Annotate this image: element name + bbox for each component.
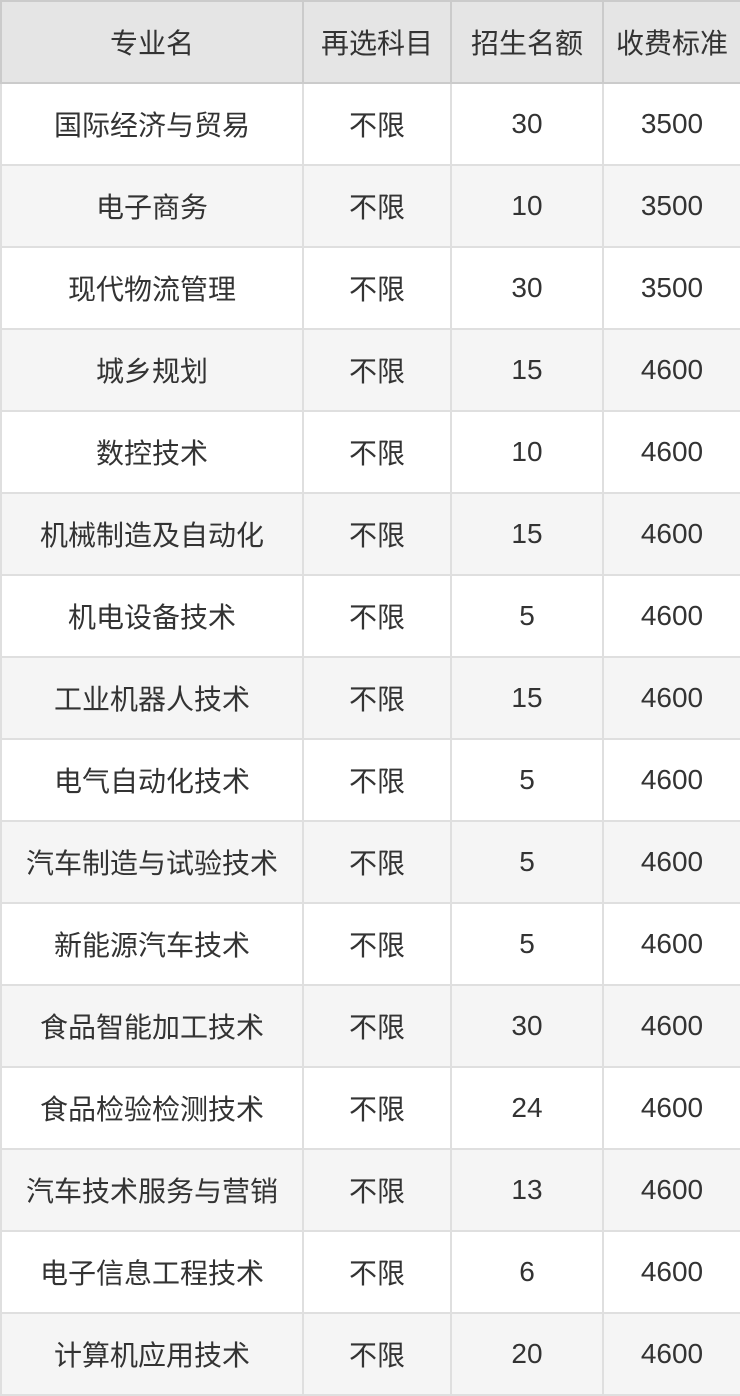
table-row: 食品检验检测技术 不限 24 4600 [0, 1066, 740, 1150]
column-header-subjects: 再选科目 [302, 0, 452, 84]
cell-quota: 6 [450, 1230, 604, 1314]
cell-fee: 4600 [602, 1312, 740, 1396]
cell-major: 机械制造及自动化 [0, 492, 304, 576]
cell-subjects: 不限 [302, 410, 452, 494]
cell-fee: 4600 [602, 738, 740, 822]
cell-fee: 3500 [602, 164, 740, 248]
table-row: 电气自动化技术 不限 5 4600 [0, 738, 740, 822]
cell-fee: 4600 [602, 328, 740, 412]
cell-subjects: 不限 [302, 984, 452, 1068]
cell-major: 电子商务 [0, 164, 304, 248]
cell-major: 国际经济与贸易 [0, 82, 304, 166]
column-header-quota: 招生名额 [450, 0, 604, 84]
cell-quota: 30 [450, 82, 604, 166]
table-row: 汽车技术服务与营销 不限 13 4600 [0, 1148, 740, 1232]
column-header-fee: 收费标准 [602, 0, 740, 84]
column-header-major: 专业名 [0, 0, 304, 84]
cell-subjects: 不限 [302, 574, 452, 658]
table-row: 城乡规划 不限 15 4600 [0, 328, 740, 412]
cell-fee: 4600 [602, 1148, 740, 1232]
table-row: 食品智能加工技术 不限 30 4600 [0, 984, 740, 1068]
cell-fee: 3500 [602, 246, 740, 330]
cell-subjects: 不限 [302, 1148, 452, 1232]
cell-quota: 13 [450, 1148, 604, 1232]
cell-fee: 4600 [602, 902, 740, 986]
cell-quota: 5 [450, 574, 604, 658]
cell-major: 计算机应用技术 [0, 1312, 304, 1396]
cell-fee: 4600 [602, 820, 740, 904]
cell-quota: 24 [450, 1066, 604, 1150]
table-row: 机械制造及自动化 不限 15 4600 [0, 492, 740, 576]
cell-quota: 15 [450, 492, 604, 576]
cell-subjects: 不限 [302, 820, 452, 904]
table-row: 电子商务 不限 10 3500 [0, 164, 740, 248]
table-row: 汽车制造与试验技术 不限 5 4600 [0, 820, 740, 904]
cell-fee: 4600 [602, 410, 740, 494]
table-row: 国际经济与贸易 不限 30 3500 [0, 82, 740, 166]
cell-major: 机电设备技术 [0, 574, 304, 658]
cell-subjects: 不限 [302, 1312, 452, 1396]
cell-major: 电子信息工程技术 [0, 1230, 304, 1314]
cell-fee: 4600 [602, 492, 740, 576]
table-row: 机电设备技术 不限 5 4600 [0, 574, 740, 658]
cell-subjects: 不限 [302, 82, 452, 166]
cell-quota: 30 [450, 984, 604, 1068]
table-row: 现代物流管理 不限 30 3500 [0, 246, 740, 330]
table-row: 工业机器人技术 不限 15 4600 [0, 656, 740, 740]
cell-major: 食品检验检测技术 [0, 1066, 304, 1150]
cell-subjects: 不限 [302, 1066, 452, 1150]
cell-subjects: 不限 [302, 902, 452, 986]
cell-fee: 4600 [602, 1230, 740, 1314]
cell-major: 汽车制造与试验技术 [0, 820, 304, 904]
cell-subjects: 不限 [302, 246, 452, 330]
cell-quota: 15 [450, 328, 604, 412]
cell-fee: 3500 [602, 82, 740, 166]
header-row: 专业名 再选科目 招生名额 收费标准 [0, 0, 740, 84]
table-row: 电子信息工程技术 不限 6 4600 [0, 1230, 740, 1314]
cell-major: 汽车技术服务与营销 [0, 1148, 304, 1232]
cell-subjects: 不限 [302, 328, 452, 412]
cell-quota: 20 [450, 1312, 604, 1396]
cell-major: 数控技术 [0, 410, 304, 494]
cell-subjects: 不限 [302, 1230, 452, 1314]
cell-quota: 10 [450, 410, 604, 494]
cell-subjects: 不限 [302, 656, 452, 740]
cell-major: 现代物流管理 [0, 246, 304, 330]
cell-major: 新能源汽车技术 [0, 902, 304, 986]
cell-quota: 10 [450, 164, 604, 248]
table-row: 计算机应用技术 不限 20 4600 [0, 1312, 740, 1396]
cell-fee: 4600 [602, 1066, 740, 1150]
cell-subjects: 不限 [302, 492, 452, 576]
cell-fee: 4600 [602, 574, 740, 658]
cell-quota: 5 [450, 820, 604, 904]
cell-major: 食品智能加工技术 [0, 984, 304, 1068]
table-row: 新能源汽车技术 不限 5 4600 [0, 902, 740, 986]
cell-quota: 5 [450, 738, 604, 822]
table-row: 数控技术 不限 10 4600 [0, 410, 740, 494]
cell-subjects: 不限 [302, 164, 452, 248]
cell-fee: 4600 [602, 984, 740, 1068]
cell-quota: 15 [450, 656, 604, 740]
cell-quota: 5 [450, 902, 604, 986]
cell-subjects: 不限 [302, 738, 452, 822]
cell-major: 工业机器人技术 [0, 656, 304, 740]
cell-quota: 30 [450, 246, 604, 330]
table-body: 国际经济与贸易 不限 30 3500 电子商务 不限 10 3500 现代物流管… [0, 82, 740, 1396]
cell-fee: 4600 [602, 656, 740, 740]
cell-major: 城乡规划 [0, 328, 304, 412]
cell-major: 电气自动化技术 [0, 738, 304, 822]
